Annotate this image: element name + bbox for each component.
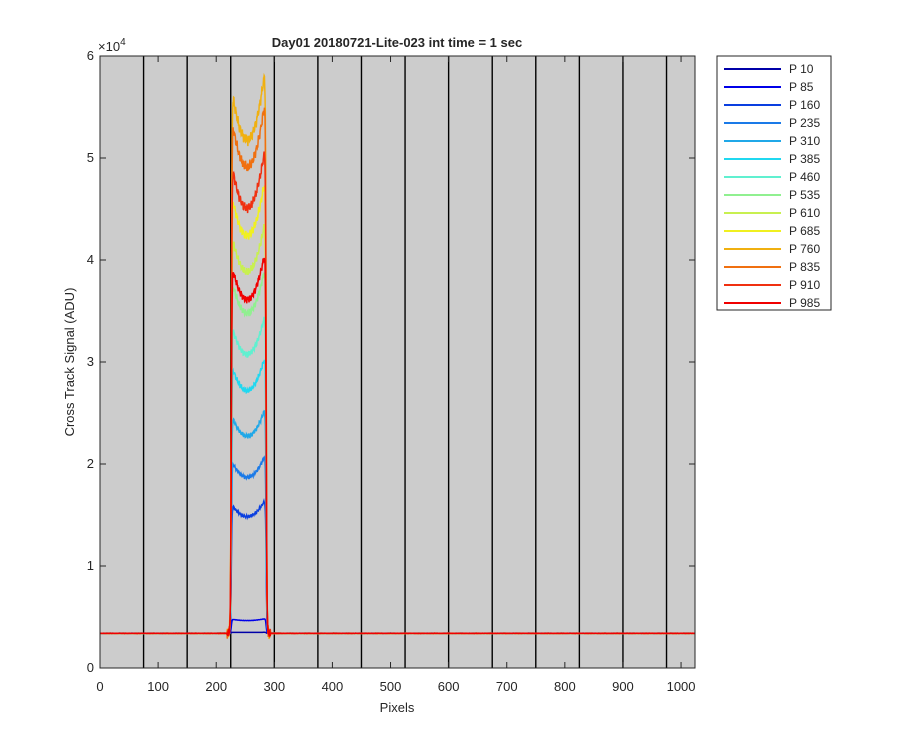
legend-label-10: P 760 bbox=[789, 242, 820, 256]
legend: P 10 P 85 P 160 P 235 P 310 P 385 P 460 P 535 P … bbox=[716, 55, 832, 311]
y-tick-label-6: 6 bbox=[87, 48, 94, 63]
legend-label-9: P 685 bbox=[789, 224, 820, 238]
y-axis-label: Cross Track Signal (ADU) bbox=[62, 288, 77, 437]
x-axis-label: Pixels bbox=[380, 700, 415, 715]
legend-label-7: P 535 bbox=[789, 188, 820, 202]
y-exponent-power: 4 bbox=[120, 37, 126, 48]
legend-label-2: P 160 bbox=[789, 98, 820, 112]
y-tick-label-1: 1 bbox=[87, 558, 94, 573]
series-lines bbox=[99, 72, 696, 640]
x-tick-label-1: 100 bbox=[147, 679, 169, 694]
y-tick-label-0: 0 bbox=[87, 660, 94, 675]
legend-label-0: P 10 bbox=[789, 62, 814, 76]
x-tick-label-0: 0 bbox=[96, 679, 103, 694]
legend-label-4: P 310 bbox=[789, 134, 820, 148]
x-tick-label-2: 200 bbox=[205, 679, 227, 694]
legend-label-11: P 835 bbox=[789, 260, 820, 274]
plot-area bbox=[100, 56, 695, 668]
x-axis: 0 100 200 300 400 500 600 700 800 900 1000 bbox=[96, 56, 696, 694]
x-tick-label-9: 900 bbox=[612, 679, 634, 694]
x-tick-label-5: 500 bbox=[380, 679, 402, 694]
series-line-p985 bbox=[99, 257, 696, 638]
y-tick-label-3: 3 bbox=[87, 354, 94, 369]
legend-label-1: P 85 bbox=[789, 80, 814, 94]
y-tick-label-5: 5 bbox=[87, 150, 94, 165]
legend-label-8: P 610 bbox=[789, 206, 820, 220]
legend-label-12: P 910 bbox=[789, 278, 820, 292]
legend-label-13: P 985 bbox=[789, 296, 820, 310]
legend-label-3: P 235 bbox=[789, 116, 820, 130]
legend-label-6: P 460 bbox=[789, 170, 820, 184]
x-tick-label-6: 600 bbox=[438, 679, 460, 694]
x-tick-label-8: 800 bbox=[554, 679, 576, 694]
legend-label-5: P 385 bbox=[789, 152, 820, 166]
x-tick-label-7: 700 bbox=[496, 679, 518, 694]
y-axis: 0 1 2 3 4 5 6 bbox=[87, 48, 695, 675]
y-tick-label-4: 4 bbox=[87, 252, 94, 267]
x-tick-label-3: 300 bbox=[263, 679, 285, 694]
y-tick-label-2: 2 bbox=[87, 456, 94, 471]
y-exponent-base: ×10 bbox=[98, 39, 120, 54]
y-exponent-label: ×104 bbox=[98, 37, 126, 54]
chart-title: Day01 20180721-Lite-023 int time = 1 sec bbox=[272, 35, 522, 50]
x-tick-label-4: 400 bbox=[322, 679, 344, 694]
x-tick-label-10: 1000 bbox=[667, 679, 696, 694]
